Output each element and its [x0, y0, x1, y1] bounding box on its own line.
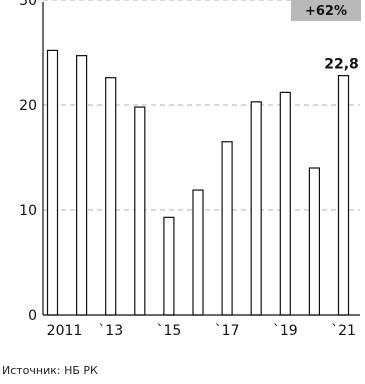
change-badge: +62%	[291, 0, 361, 21]
x-tick-label-2021: `21	[331, 323, 356, 339]
bar-2016	[192, 189, 204, 316]
change-badge-text: +62%	[305, 4, 347, 19]
bars	[46, 49, 350, 316]
data-label-2021: 22,8	[324, 57, 359, 73]
x-tick-label-2019: `19	[273, 323, 298, 339]
x-tick-label-2013: `13	[98, 323, 123, 339]
x-tick-label-2011: 2011	[47, 323, 83, 339]
bar-2021	[337, 74, 350, 316]
bar-2013	[105, 77, 117, 316]
source-note: Источник: НБ РК	[2, 364, 98, 377]
axes	[42, 2, 360, 316]
bar-2015	[163, 216, 175, 316]
y-tick-label-30: 30	[19, 0, 37, 9]
y-tick-label-20: 20	[19, 98, 37, 114]
y-axis-tick-labels: 0 10 20 30	[19, 0, 37, 324]
y-tick-label-10: 10	[19, 203, 37, 219]
bar-2017	[221, 141, 233, 316]
x-tick-label-2015: `15	[156, 323, 181, 339]
bar-2011	[46, 49, 59, 316]
x-tick-label-2017: `17	[215, 323, 240, 339]
bar-2018	[250, 101, 262, 316]
bar-2014	[134, 106, 146, 316]
grid-lines	[43, 0, 360, 211]
bar-2020	[308, 167, 320, 316]
x-axis-tick-labels: 2011 `13 `15 `17 `19 `21	[47, 323, 356, 339]
annotations: 22,8	[324, 57, 359, 73]
bar-2019	[279, 91, 291, 316]
y-tick-label-0: 0	[28, 308, 37, 324]
bar-2012	[75, 55, 88, 316]
change-badge-background	[291, 0, 361, 21]
